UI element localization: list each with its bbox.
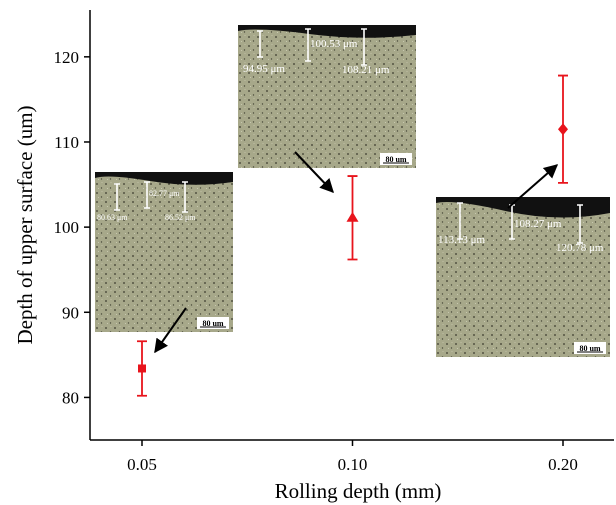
x-tick-label: 0.10 [338,455,368,474]
scale-bar-box [197,317,229,329]
micrograph [238,25,416,168]
inset: 113.13 μm 108.27 μm 120.78 μm 80 um [436,197,610,357]
scale-bar-label: 80 um [202,319,223,328]
measure-label: 82.77 μm [149,189,180,198]
scale-bar-label: 80 um [579,344,600,353]
arrow [294,151,334,194]
y-tick-label: 100 [54,218,80,237]
x-axis-label: Rolling depth (mm) [275,479,442,503]
measure-bar [144,181,150,209]
measure-bar [361,28,367,66]
micrograph [95,172,233,332]
measure-bar [182,181,188,213]
inset: 80.63 μm 82.77 μm 86.52 μm 80 um [95,172,233,332]
surface-band [436,197,610,218]
x-tick-label: 0.20 [548,455,578,474]
measure-bar [305,28,311,62]
measure-bar [457,202,463,240]
y-axis-label: Depth of upper surface (um) [13,105,37,344]
measure-label: 120.78 μm [556,242,604,254]
y-tick-label: 110 [54,133,79,152]
scale-bar-label: 80 um [385,155,406,164]
arrow [154,307,187,354]
measure-label: 100.53 μm [310,38,358,50]
measure-bar [257,30,263,58]
measure-label: 108.27 μm [514,218,562,230]
measure-bar [114,183,120,211]
scale-bar-box [380,153,412,165]
surface-band [238,25,416,38]
measure-label: 86.52 μm [165,213,196,222]
surface-band [95,172,233,185]
y-tick-label: 80 [62,388,79,407]
y-tick-label: 120 [54,48,80,67]
scale-bar-box [574,342,606,354]
measure-label: 94.95 μm [243,63,285,75]
measure-label: 113.13 μm [438,234,485,246]
marker [346,211,359,222]
measure-label: 80.63 μm [97,213,128,222]
arrow [507,164,559,209]
x-tick-label: 0.05 [127,455,157,474]
micrograph [436,197,610,357]
measure-label: 108.21 μm [342,64,390,76]
y-tick-label: 90 [62,303,79,322]
measure-bar [577,204,583,244]
inset: 94.95 μm 100.53 μm 108.21 μm 80 um [238,25,416,168]
marker [138,364,146,373]
marker [558,123,568,136]
